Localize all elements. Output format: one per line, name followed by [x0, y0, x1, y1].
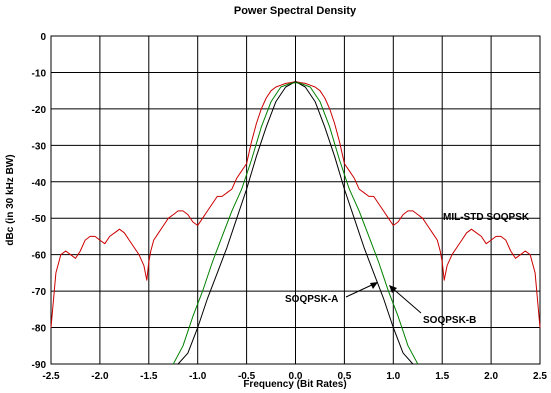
x-axis-ticks: -2.5 -2.0 -1.5 -1.0 -0.5 0.0 0.5 1.0 1.5 2.0 2.5 [42, 371, 547, 382]
x-axis-label: Frequency (Bit Rates) [243, 379, 346, 390]
arrowhead-soqpsk-a [370, 282, 378, 289]
y-tick-label: -30 [32, 141, 47, 152]
x-tick-label: 1.5 [435, 371, 449, 382]
annotation-soqpsk-a: SOQPSK-A [285, 294, 338, 305]
arrowhead-soqpsk-b [389, 285, 397, 293]
y-tick-label: -50 [32, 214, 47, 225]
y-tick-label: -70 [32, 287, 47, 298]
x-tick-label: -2.5 [42, 371, 60, 382]
arrow-soqpsk-b [390, 286, 422, 314]
y-tick-label: -40 [32, 178, 47, 189]
series-line-soqpsk-b [172, 82, 419, 365]
chart-title: Power Spectral Density [234, 5, 357, 17]
x-tick-label: 1.0 [386, 371, 400, 382]
x-tick-label: -0.5 [238, 371, 256, 382]
x-tick-label: 2.5 [533, 371, 547, 382]
y-tick-label: -80 [32, 324, 47, 335]
y-tick-label: -90 [32, 360, 47, 371]
x-tick-label: -1.5 [140, 371, 158, 382]
arrow-soqpsk-a [345, 282, 377, 298]
plot-area [50, 35, 541, 365]
x-tick-label: -1.0 [189, 371, 207, 382]
y-tick-label: -20 [32, 105, 47, 116]
y-axis-label: dBc (in 30 kHz BW) [5, 154, 16, 245]
annotations: MIL-STD SOQPSK SOQPSK-A SOQPSK-B [285, 212, 530, 326]
series-lines [50, 81, 541, 365]
y-tick-label: 0 [40, 32, 46, 43]
series-line-soqpsk-a [177, 81, 414, 365]
y-tick-label: -60 [32, 251, 47, 262]
x-tick-label: 0.5 [337, 371, 351, 382]
annotation-mil-std: MIL-STD SOQPSK [443, 212, 530, 223]
x-tick-label: -2.0 [91, 371, 109, 382]
y-tick-label: -10 [32, 68, 47, 79]
x-tick-label: 0.0 [289, 371, 303, 382]
y-axis-ticks: 0 -10 -20 -30 -40 -50 -60 -70 -80 -90 [32, 32, 47, 371]
annotation-soqpsk-b: SOQPSK-B [423, 315, 476, 326]
x-tick-label: 2.0 [484, 371, 498, 382]
